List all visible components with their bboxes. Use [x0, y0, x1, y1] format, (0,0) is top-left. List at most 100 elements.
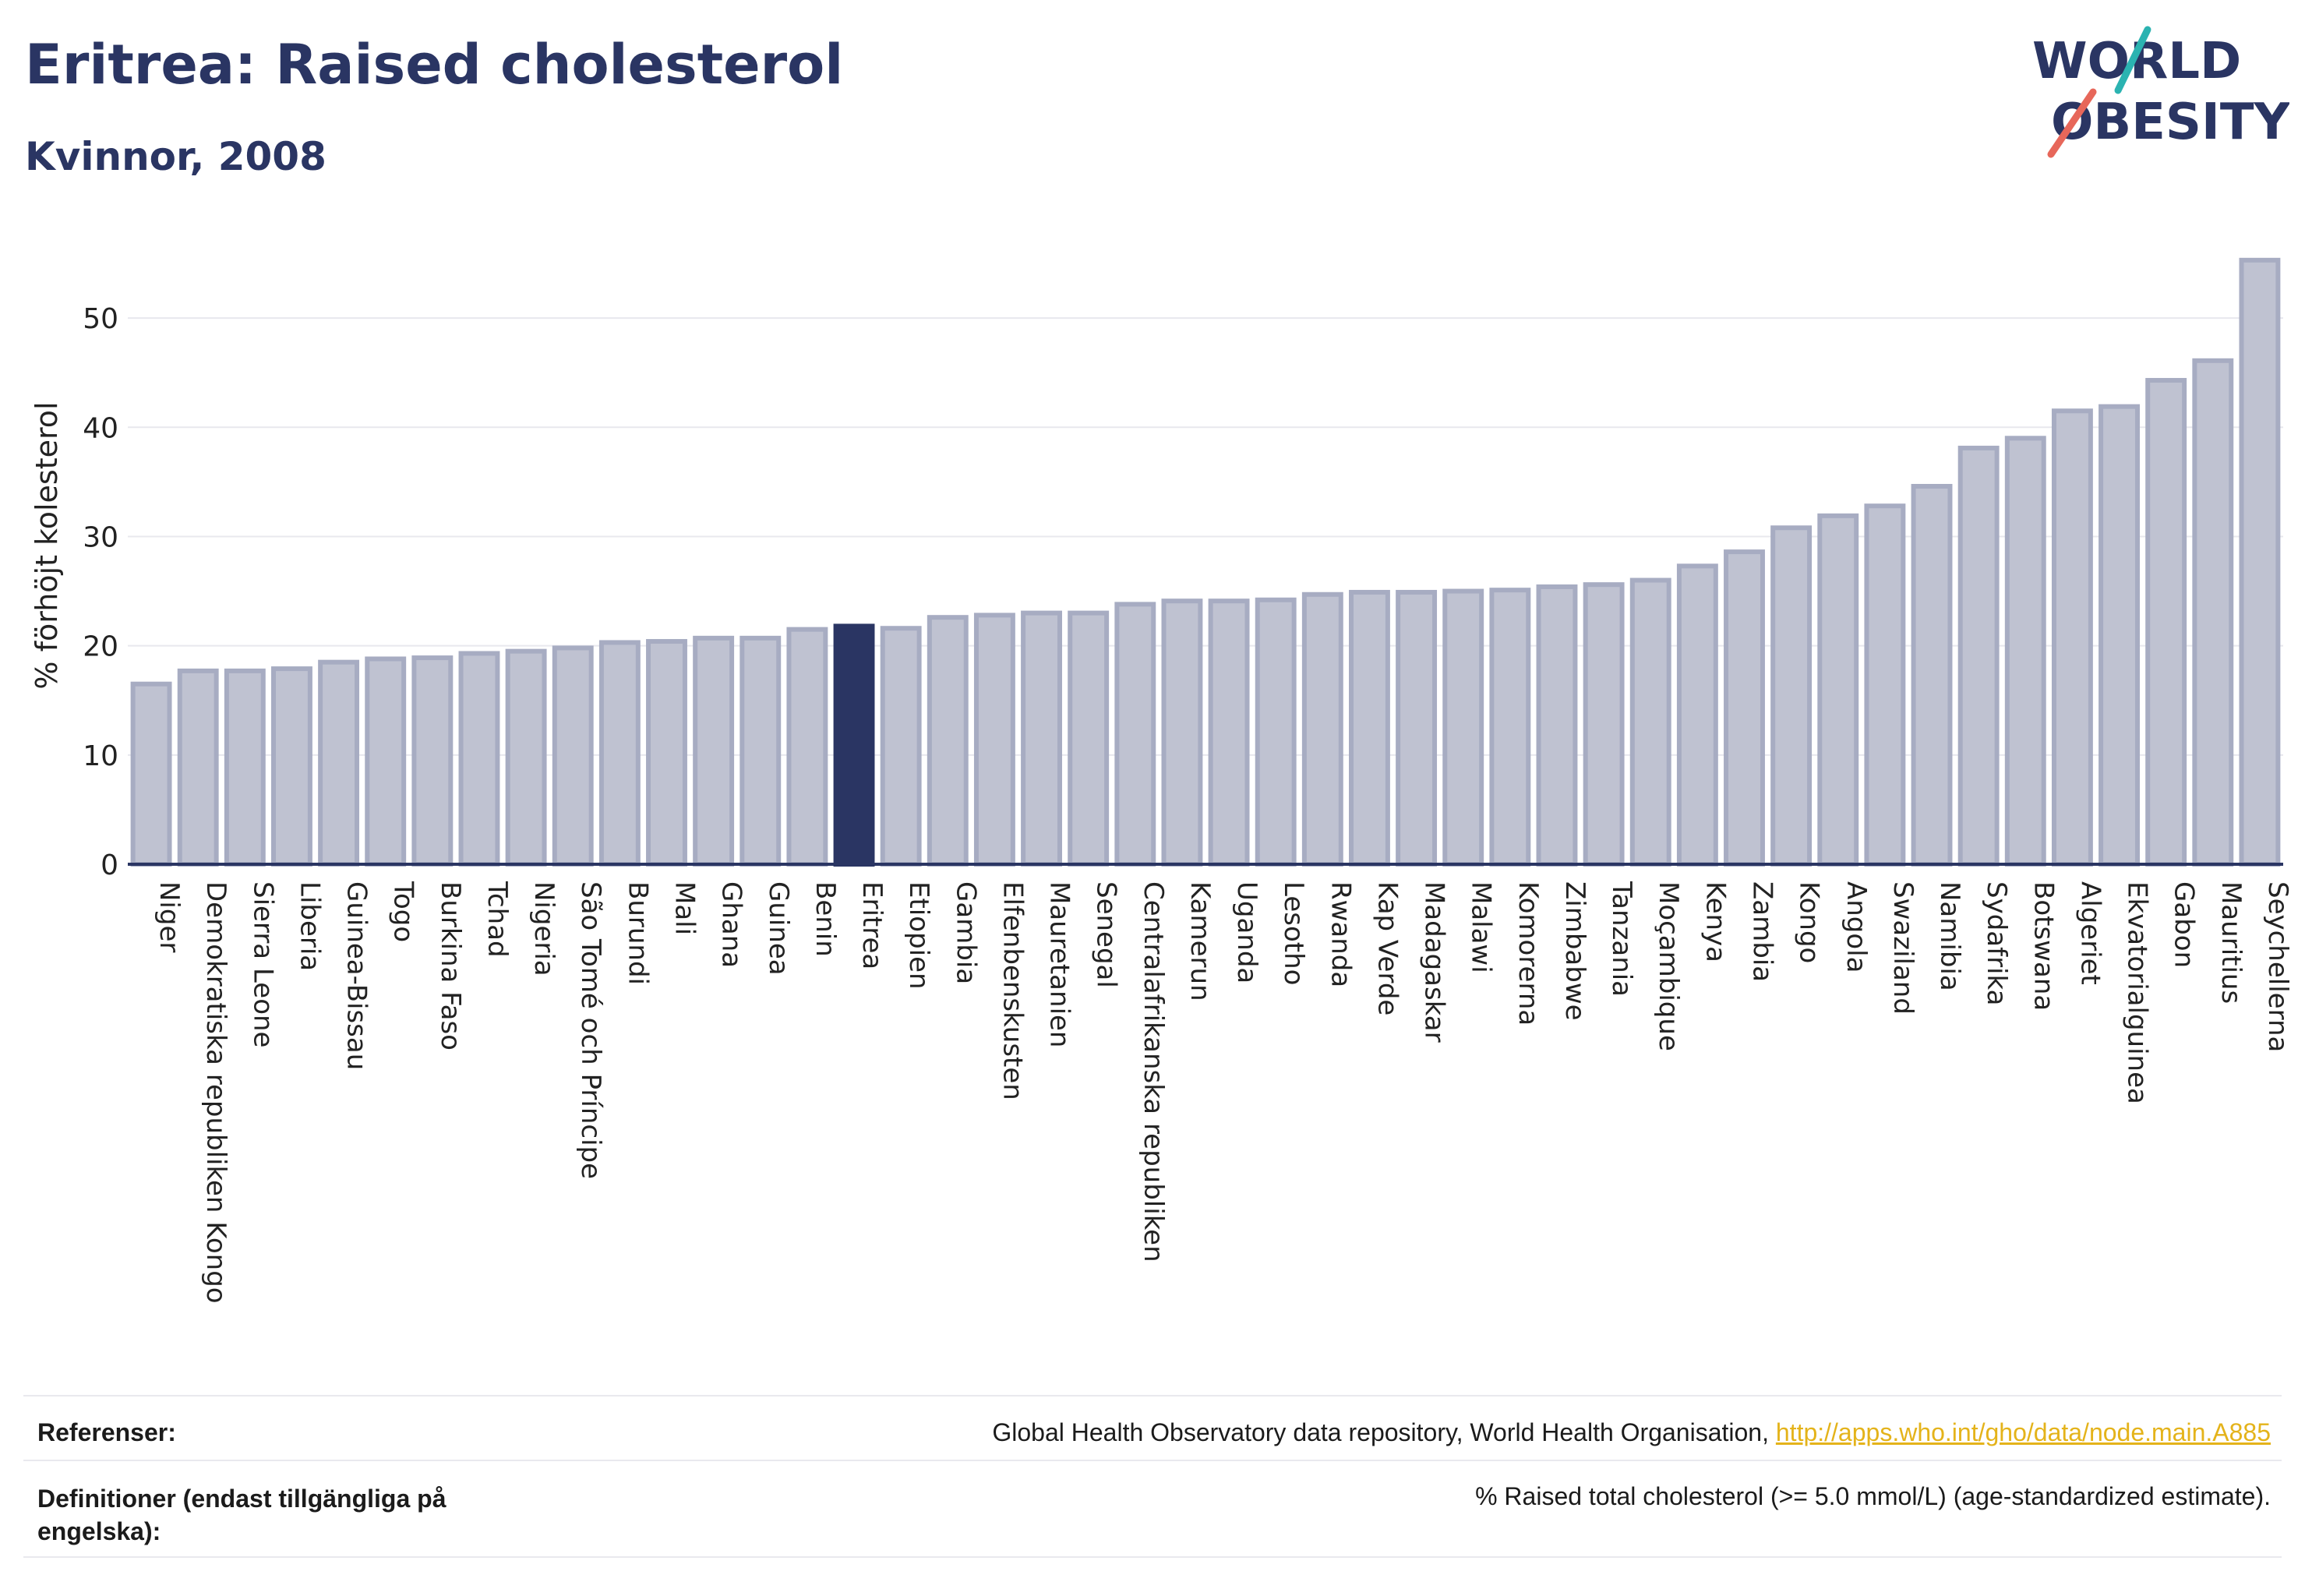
x-tick-label: Ekvatorialguinea	[2122, 881, 2153, 1104]
bar	[740, 635, 782, 867]
x-tick-label: Uganda	[1231, 881, 1262, 983]
x-tick-label: Centralafrikanska republiken	[1138, 881, 1169, 1262]
x-tick-label: Botswana	[2028, 881, 2059, 1011]
footer-divider-top	[23, 1395, 2282, 1396]
x-tick-label: Lesotho	[1278, 881, 1309, 985]
x-tick-label: Benin	[810, 881, 841, 957]
x-tick-label: Malawi	[1466, 881, 1497, 973]
x-tick-label: Tchad	[482, 881, 513, 958]
x-tick-label: Namibia	[1934, 881, 1965, 991]
bar	[1301, 591, 1343, 867]
x-tick-label: Nigeria	[528, 881, 559, 976]
x-tick-label: Burundi	[622, 881, 653, 985]
bar	[505, 648, 547, 867]
bar	[1724, 549, 1765, 867]
bar	[2239, 257, 2281, 867]
x-tick-label: Sierra Leone	[247, 881, 278, 1047]
bar-highlighted	[833, 623, 875, 867]
x-tick-label: Kamerun	[1184, 881, 1216, 1001]
x-tick-label: Liberia	[294, 881, 325, 971]
logo-slash-coral	[2047, 88, 2097, 158]
bar	[1114, 602, 1156, 867]
bar	[880, 626, 922, 867]
bar	[598, 640, 641, 867]
x-tick-label: Mauretanien	[1044, 881, 1075, 1048]
x-tick-label: Guinea-Bissau	[341, 881, 372, 1070]
bar	[646, 639, 687, 867]
bar	[1208, 598, 1250, 867]
x-tick-label: São Tomé och Príncipe	[575, 881, 606, 1179]
bar	[1864, 503, 1906, 867]
bar	[224, 668, 266, 867]
y-tick-label: 30	[83, 521, 118, 553]
x-tick-label: Gambia	[950, 881, 981, 984]
bar	[1396, 589, 1438, 867]
bar	[1255, 597, 1297, 867]
bar	[1957, 445, 2000, 867]
bar	[1676, 563, 1718, 867]
bar	[411, 655, 454, 867]
x-tick-label: Sydafrika	[1981, 881, 2012, 1005]
bar	[1161, 598, 1203, 867]
x-tick-label: Mali	[669, 881, 701, 935]
bar	[1770, 525, 1813, 867]
references-source: Global Health Observatory data repositor…	[992, 1418, 1776, 1446]
bar	[2192, 358, 2234, 867]
x-tick-label: Swaziland	[1887, 881, 1918, 1015]
x-tick-label: Zimbabwe	[1559, 881, 1590, 1021]
bar	[2051, 408, 2093, 867]
x-tick-label: Elfenbenskusten	[997, 881, 1028, 1100]
x-tick-label: Kap Verde	[1371, 881, 1403, 1015]
logo-slash-teal	[2114, 26, 2151, 94]
definitions-label-line2: engelska):	[37, 1517, 161, 1545]
bar	[1536, 584, 1578, 867]
x-tick-label: Gabon	[2169, 881, 2200, 968]
x-tick-label: Tanzania	[1606, 881, 1637, 997]
bar	[365, 656, 407, 867]
bar-chart: 0 10 20 30 40 50 Niger Demokratiska republiken …	[83, 257, 2293, 1304]
x-tick-label: Etiopien	[903, 881, 934, 990]
bar	[927, 615, 969, 867]
bar	[1583, 582, 1625, 867]
bar	[1021, 610, 1062, 867]
bar	[1349, 589, 1390, 867]
y-tick-label: 10	[83, 740, 118, 772]
bar	[552, 645, 594, 867]
world-obesity-logo: WORLD OBESITY	[2032, 26, 2289, 158]
bar	[458, 651, 500, 867]
x-tick-label: Rwanda	[1325, 881, 1356, 987]
x-tick-label: Senegal	[1091, 881, 1122, 988]
x-tick-label: Ghana	[716, 881, 747, 968]
definitions-text: % Raised total cholesterol (>= 5.0 mmol/…	[1475, 1482, 2271, 1510]
bar	[1442, 588, 1484, 867]
x-tick-label: Seychellerna	[2262, 881, 2293, 1052]
bar	[177, 668, 219, 867]
x-tick-label: Mauritius	[2215, 881, 2247, 1004]
bar	[2145, 378, 2187, 867]
x-tick-label: Angola	[1841, 881, 1872, 973]
bar	[318, 659, 360, 867]
x-tick-label: Kenya	[1700, 881, 1731, 962]
bar	[1068, 610, 1110, 867]
references-label: Referenser:	[37, 1418, 176, 1446]
y-tick-label: 50	[83, 303, 118, 335]
bar	[693, 635, 735, 867]
bar	[786, 627, 828, 867]
definitions-label: Definitioner (endast tillgängliga på eng…	[37, 1482, 446, 1548]
x-tick-label: Moçambique	[1653, 881, 1684, 1051]
x-tick-label: Eritrea	[856, 881, 888, 969]
x-tick-label: Demokratiska republiken Kongo	[200, 881, 231, 1304]
x-tick-label: Algeriet	[2074, 881, 2106, 985]
bar	[1489, 588, 1531, 867]
x-tick-label: Togo	[388, 881, 419, 942]
chart-title: Eritrea: Raised cholesterol	[25, 33, 844, 97]
y-tick-label: 0	[101, 849, 118, 881]
bar	[271, 666, 312, 867]
x-tick-label: Guinea	[763, 881, 794, 976]
x-tick-label: Burkina Faso	[435, 881, 466, 1050]
y-tick-label: 40	[83, 412, 118, 444]
bar	[973, 613, 1015, 867]
references-link[interactable]: http://apps.who.int/gho/data/node.main.A…	[1775, 1418, 2271, 1446]
bar	[2004, 436, 2046, 867]
x-tick-label: Niger	[154, 881, 185, 952]
